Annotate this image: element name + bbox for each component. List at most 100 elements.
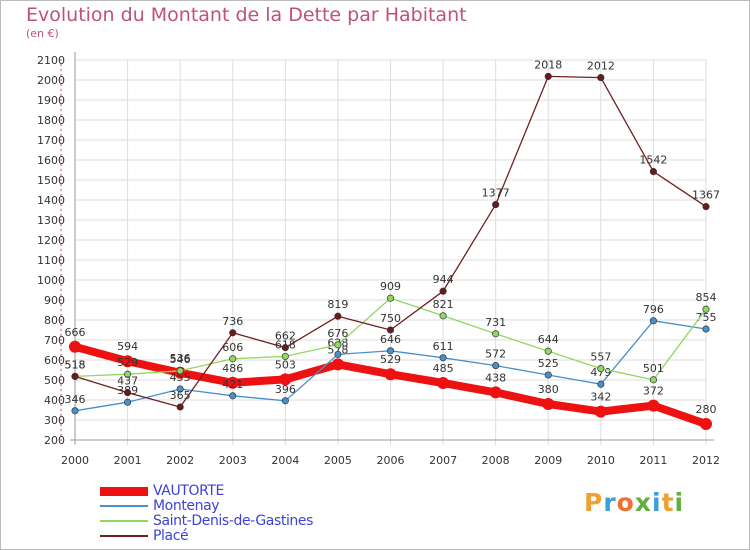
data-label: 503 — [275, 358, 296, 371]
data-point-3 — [176, 367, 184, 375]
data-label: 578 — [327, 343, 348, 356]
data-point-1 — [700, 418, 712, 430]
data-label: 455 — [170, 371, 191, 384]
data-label: 666 — [65, 326, 86, 339]
data-point-3 — [334, 341, 342, 349]
data-label: 944 — [433, 273, 454, 286]
data-label: 536 — [170, 352, 191, 365]
data-point-2 — [176, 385, 184, 393]
data-label: 1367 — [692, 189, 720, 202]
y-tick-label: 1700 — [37, 134, 65, 147]
chart-title: Evolution du Montant de la Dette par Hab… — [26, 4, 467, 26]
x-tick-label: 2002 — [166, 454, 194, 467]
y-tick-label: 1400 — [37, 194, 65, 207]
data-point-1 — [69, 340, 81, 353]
logo-letter: x — [634, 488, 652, 517]
legend-swatch-montenay — [100, 505, 148, 507]
legend-swatch-saint-denis — [100, 520, 148, 522]
data-point-3 — [597, 365, 605, 373]
data-label: 572 — [485, 348, 506, 361]
data-point-4 — [544, 72, 552, 80]
data-point-1 — [647, 399, 660, 412]
data-label: 644 — [538, 333, 559, 346]
data-point-2 — [71, 407, 79, 415]
data-label: 646 — [380, 333, 401, 346]
data-label: 280 — [696, 403, 717, 416]
y-tick-label: 500 — [44, 374, 65, 387]
y-tick-label: 800 — [44, 314, 65, 327]
data-point-1 — [542, 398, 555, 410]
y-tick-label: 1800 — [37, 114, 65, 127]
y-tick-label: 400 — [44, 394, 65, 407]
data-point-3 — [439, 312, 447, 320]
data-point-1 — [384, 368, 397, 381]
data-point-3 — [229, 355, 237, 363]
x-tick-label: 2003 — [219, 454, 247, 467]
data-point-4 — [439, 287, 447, 295]
y-tick-label: 600 — [44, 354, 65, 367]
data-point-4 — [71, 372, 79, 380]
line-chart: 200 300 400 500 600 700 800 900 1000 1100 1200 1300… — [37, 52, 720, 467]
data-point-1 — [437, 377, 450, 389]
x-tick-label: 2009 — [534, 454, 562, 467]
legend-swatch-vautorte — [100, 487, 148, 496]
data-point-4 — [281, 344, 289, 352]
y-tick-label: 200 — [44, 434, 65, 447]
data-point-4 — [702, 203, 710, 211]
data-label: 594 — [117, 340, 138, 353]
data-label: 854 — [696, 291, 717, 304]
data-point-4 — [334, 312, 342, 320]
data-point-2 — [334, 350, 342, 358]
data-label: 611 — [433, 340, 454, 353]
logo-letter: i — [652, 488, 662, 517]
data-point-3 — [544, 347, 552, 355]
legend-label-vautorte: VAUTORTE — [153, 483, 224, 499]
legend-label-montenay: Montenay — [153, 498, 220, 514]
data-label: 546 — [170, 353, 191, 366]
x-tick-label: 2011 — [639, 454, 667, 467]
x-tick-label: 2010 — [587, 454, 615, 467]
data-label: 909 — [380, 280, 401, 293]
data-point-2 — [439, 354, 447, 362]
data-point-2 — [649, 317, 657, 325]
y-tick-label: 300 — [44, 414, 65, 427]
data-point-3 — [124, 370, 132, 378]
y-tick-label: 1000 — [37, 274, 65, 287]
data-point-1 — [594, 405, 607, 418]
data-point-2 — [229, 392, 237, 400]
logo-letter: r — [603, 488, 617, 517]
data-point-4 — [597, 74, 605, 82]
data-label: 518 — [65, 358, 86, 371]
data-label: 819 — [327, 298, 348, 311]
x-tick-label: 2012 — [692, 454, 720, 467]
data-label: 486 — [222, 362, 243, 375]
data-label: 438 — [485, 371, 506, 384]
data-label: 529 — [117, 356, 138, 369]
data-label: 606 — [222, 341, 243, 354]
data-point-2 — [386, 347, 395, 355]
data-point-4 — [649, 168, 657, 176]
y-tick-label: 900 — [44, 294, 65, 307]
data-point-1 — [279, 373, 292, 386]
data-label: 525 — [538, 357, 559, 370]
logo-letter: i — [674, 488, 685, 517]
y-tick-label: 700 — [44, 334, 65, 347]
x-tick-label: 2007 — [429, 454, 457, 467]
data-point-2 — [124, 398, 132, 406]
data-label: 372 — [643, 385, 664, 398]
chart-unit-label: (en €) — [26, 27, 59, 40]
data-label: 662 — [275, 330, 296, 343]
y-tick-label: 1500 — [37, 174, 65, 187]
logo-letter: o — [616, 488, 635, 517]
legend-swatch-place — [100, 535, 148, 537]
y-tick-label: 1600 — [37, 154, 65, 167]
y-tick-label: 1100 — [37, 254, 65, 267]
data-label: 1377 — [482, 187, 510, 200]
data-label: 2018 — [534, 58, 562, 71]
data-point-4 — [386, 326, 395, 334]
data-point-3 — [386, 294, 395, 302]
data-point-2 — [702, 325, 710, 333]
y-tick-label: 2000 — [37, 74, 65, 87]
data-label: 755 — [696, 311, 717, 324]
data-point-2 — [544, 371, 552, 379]
